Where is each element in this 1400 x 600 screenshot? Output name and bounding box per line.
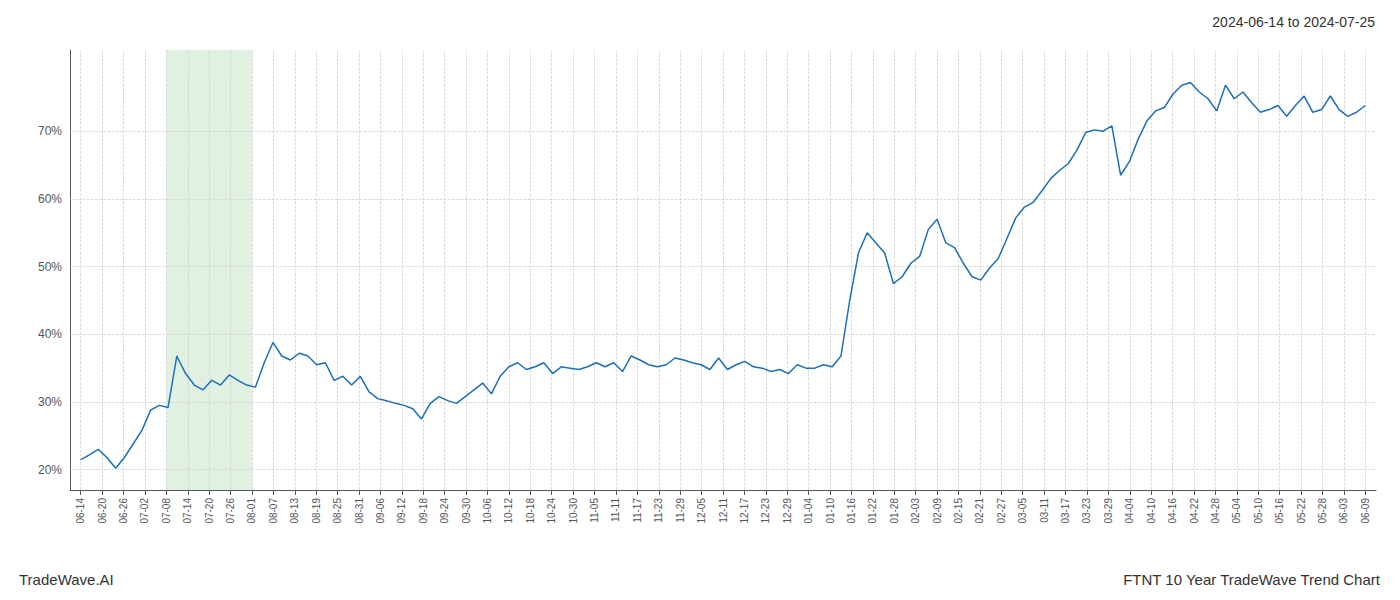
svg-text:12-11: 12-11 xyxy=(718,498,729,523)
svg-text:04-28: 04-28 xyxy=(1210,498,1221,524)
svg-text:10-06: 10-06 xyxy=(482,498,493,524)
svg-text:10-18: 10-18 xyxy=(525,498,536,524)
svg-text:01-16: 01-16 xyxy=(846,498,857,524)
svg-text:06-14: 06-14 xyxy=(75,498,86,524)
svg-text:08-01: 08-01 xyxy=(246,498,257,524)
svg-text:60%: 60% xyxy=(38,192,62,206)
svg-text:04-22: 04-22 xyxy=(1189,498,1200,524)
svg-text:40%: 40% xyxy=(38,327,62,341)
svg-text:08-07: 08-07 xyxy=(268,498,279,524)
svg-text:11-17: 11-17 xyxy=(632,498,643,523)
svg-text:03-05: 03-05 xyxy=(1017,498,1028,524)
svg-text:03-11: 03-11 xyxy=(1039,498,1050,523)
svg-text:09-24: 09-24 xyxy=(439,498,450,524)
svg-text:01-04: 01-04 xyxy=(803,498,814,524)
svg-text:03-17: 03-17 xyxy=(1060,498,1071,524)
svg-text:04-10: 04-10 xyxy=(1146,498,1157,524)
svg-text:02-21: 02-21 xyxy=(974,498,985,524)
svg-text:06-26: 06-26 xyxy=(118,498,129,524)
svg-text:09-06: 09-06 xyxy=(375,498,386,524)
svg-text:02-15: 02-15 xyxy=(953,498,964,524)
svg-text:01-10: 01-10 xyxy=(825,498,836,524)
svg-text:09-12: 09-12 xyxy=(396,498,407,524)
svg-text:05-22: 05-22 xyxy=(1296,498,1307,524)
svg-text:05-28: 05-28 xyxy=(1317,498,1328,524)
svg-text:07-26: 07-26 xyxy=(225,498,236,524)
svg-text:11-11: 11-11 xyxy=(610,498,621,523)
svg-text:03-29: 03-29 xyxy=(1103,498,1114,524)
svg-text:06-20: 06-20 xyxy=(97,498,108,524)
svg-text:03-23: 03-23 xyxy=(1081,498,1092,524)
svg-text:10-30: 10-30 xyxy=(568,498,579,524)
svg-text:05-16: 05-16 xyxy=(1274,498,1285,524)
svg-text:FTNT 10 Year TradeWave Trend C: FTNT 10 Year TradeWave Trend Chart xyxy=(1123,571,1381,588)
svg-text:08-13: 08-13 xyxy=(289,498,300,524)
svg-text:70%: 70% xyxy=(38,124,62,138)
svg-text:06-03: 06-03 xyxy=(1338,498,1349,524)
svg-text:2024-06-14 to 2024-07-25: 2024-06-14 to 2024-07-25 xyxy=(1212,14,1375,30)
svg-text:11-23: 11-23 xyxy=(653,498,664,523)
svg-text:05-04: 05-04 xyxy=(1231,498,1242,524)
svg-text:05-10: 05-10 xyxy=(1253,498,1264,524)
svg-text:10-24: 10-24 xyxy=(546,498,557,524)
svg-text:07-08: 07-08 xyxy=(161,498,172,524)
svg-text:11-29: 11-29 xyxy=(675,498,686,523)
svg-text:06-09: 06-09 xyxy=(1360,498,1371,524)
svg-text:50%: 50% xyxy=(38,260,62,274)
svg-text:07-20: 07-20 xyxy=(204,498,215,524)
svg-text:04-16: 04-16 xyxy=(1167,498,1178,524)
svg-text:12-17: 12-17 xyxy=(739,498,750,524)
svg-text:12-05: 12-05 xyxy=(696,498,707,524)
svg-text:12-29: 12-29 xyxy=(782,498,793,524)
svg-text:09-30: 09-30 xyxy=(461,498,472,524)
svg-text:01-22: 01-22 xyxy=(867,498,878,524)
svg-text:TradeWave.AI: TradeWave.AI xyxy=(19,571,114,588)
svg-text:20%: 20% xyxy=(38,463,62,477)
svg-text:09-18: 09-18 xyxy=(418,498,429,524)
svg-text:02-09: 02-09 xyxy=(932,498,943,524)
svg-text:08-19: 08-19 xyxy=(311,498,322,524)
svg-text:08-31: 08-31 xyxy=(354,498,365,524)
svg-text:02-03: 02-03 xyxy=(910,498,921,524)
svg-text:08-25: 08-25 xyxy=(332,498,343,524)
svg-text:01-28: 01-28 xyxy=(889,498,900,524)
svg-text:30%: 30% xyxy=(38,395,62,409)
svg-text:11-05: 11-05 xyxy=(589,498,600,523)
svg-text:07-14: 07-14 xyxy=(182,498,193,524)
svg-text:07-02: 07-02 xyxy=(139,498,150,524)
svg-text:02-27: 02-27 xyxy=(996,498,1007,524)
svg-text:10-12: 10-12 xyxy=(503,498,514,524)
svg-text:04-04: 04-04 xyxy=(1124,498,1135,524)
svg-text:12-23: 12-23 xyxy=(760,498,771,524)
